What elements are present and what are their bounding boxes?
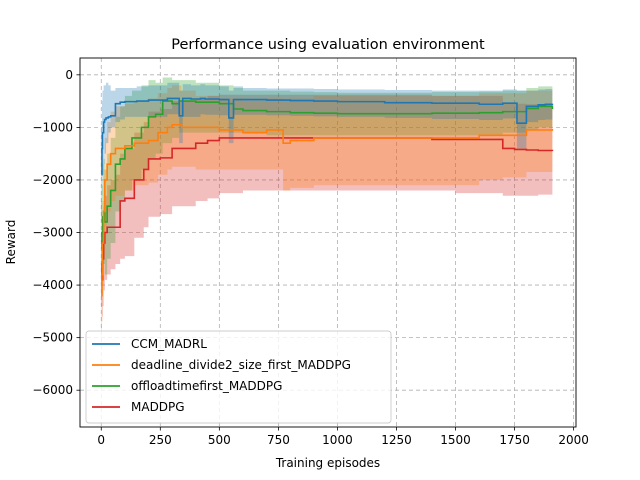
- plot-frame: [79, 57, 577, 428]
- legend-label: CCM_MADRL: [131, 337, 207, 351]
- y-tick-label: −4000: [32, 278, 73, 292]
- ticks: 0 250 500 750 1000 1250 1500 1750 2000 0 −1000 −200…: [32, 68, 589, 447]
- series-line-MADDPG: [101, 137, 554, 281]
- legend-label: offloadtimefirst_MADDPG: [131, 379, 282, 393]
- band-MADDPG: [101, 94, 553, 317]
- series-line-deadline_divide2_size_first_MADDPG: [101, 123, 554, 297]
- series-line-offloadtimefirst_MADDPG: [101, 100, 554, 250]
- y-tick-label: −6000: [32, 383, 73, 397]
- x-axis-label: Training episodes: [275, 456, 380, 470]
- x-tick-label: 0: [97, 433, 105, 447]
- x-tick-label: 1000: [322, 433, 353, 447]
- y-tick-label: −2000: [32, 173, 73, 187]
- legend-box: [85, 330, 392, 424]
- y-tick-label: −3000: [32, 226, 73, 240]
- y-tick-label: −5000: [32, 331, 73, 345]
- band-deadline_divide2_size_first_MADDPG: [101, 85, 553, 343]
- x-tick-label: 1750: [499, 433, 530, 447]
- y-tick-label: 0: [65, 68, 73, 82]
- chart-title: Performance using evaluation environment: [171, 37, 485, 53]
- legend-label: deadline_divide2_size_first_MADDPG: [131, 358, 351, 372]
- series-lines: [101, 97, 554, 297]
- y-axis-label: Reward: [4, 220, 18, 265]
- x-tick-label: 2000: [558, 433, 589, 447]
- x-tick-label: 500: [208, 433, 231, 447]
- band-offloadtimefirst_MADDPG: [101, 77, 553, 296]
- series-line-CCM_MADRL: [101, 97, 554, 176]
- confidence-bands: [101, 77, 553, 343]
- legend-label: MADDPG: [131, 400, 185, 414]
- y-tick-label: −1000: [32, 120, 73, 134]
- legend: CCM_MADRL deadline_divide2_size_first_MAD…: [85, 330, 392, 424]
- x-tick-label: 1500: [440, 433, 471, 447]
- x-tick-label: 250: [149, 433, 172, 447]
- x-tick-label: 1250: [381, 433, 412, 447]
- band-CCM_MADRL: [101, 82, 553, 223]
- x-tick-label: 750: [267, 433, 290, 447]
